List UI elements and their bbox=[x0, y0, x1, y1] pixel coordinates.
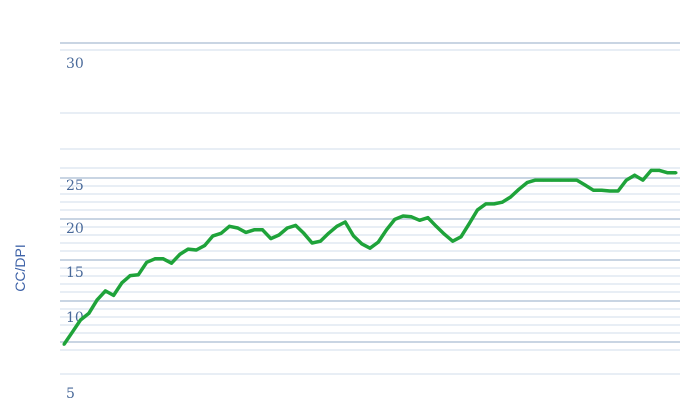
data-point bbox=[401, 214, 405, 218]
data-point bbox=[624, 178, 628, 182]
data-point bbox=[409, 215, 413, 219]
data-point bbox=[227, 224, 231, 228]
data-point bbox=[674, 171, 678, 175]
data-point bbox=[649, 168, 653, 172]
data-point bbox=[426, 216, 430, 220]
data-point bbox=[112, 293, 116, 297]
data-point bbox=[376, 240, 380, 244]
data-point bbox=[178, 252, 182, 256]
data-point bbox=[608, 189, 612, 193]
series-line bbox=[62, 168, 676, 346]
data-point bbox=[575, 178, 579, 182]
y-tick-label: 15 bbox=[66, 265, 84, 281]
data-point bbox=[517, 187, 521, 191]
data-point bbox=[657, 168, 661, 172]
data-point bbox=[566, 178, 570, 182]
data-point bbox=[335, 224, 339, 228]
data-point bbox=[616, 189, 620, 193]
data-point bbox=[492, 202, 496, 206]
gridlines bbox=[60, 42, 680, 375]
data-point bbox=[459, 235, 463, 239]
data-point bbox=[467, 222, 471, 226]
data-point bbox=[211, 234, 215, 238]
data-point bbox=[550, 178, 554, 182]
data-point bbox=[219, 231, 223, 235]
data-point bbox=[583, 183, 587, 187]
data-point bbox=[484, 202, 488, 206]
data-point bbox=[285, 226, 289, 230]
data-point bbox=[542, 178, 546, 182]
data-point bbox=[434, 224, 438, 228]
y-tick-label: 30 bbox=[66, 56, 84, 72]
data-point bbox=[170, 261, 174, 265]
data-point bbox=[145, 260, 149, 264]
data-point bbox=[476, 208, 480, 212]
data-point bbox=[509, 195, 513, 199]
data-point bbox=[136, 273, 140, 277]
data-point bbox=[70, 330, 74, 334]
data-point bbox=[666, 171, 670, 175]
data-point bbox=[633, 173, 637, 177]
data-point bbox=[252, 228, 256, 232]
data-point bbox=[310, 241, 314, 245]
data-point bbox=[95, 298, 99, 302]
data-point bbox=[591, 188, 595, 192]
series-layer bbox=[62, 168, 678, 346]
data-point bbox=[294, 223, 298, 227]
data-point bbox=[62, 342, 66, 346]
data-point bbox=[87, 311, 91, 315]
data-point bbox=[244, 230, 248, 234]
y-tick-label: 20 bbox=[66, 221, 84, 237]
data-point bbox=[79, 318, 83, 322]
data-point bbox=[442, 232, 446, 236]
data-point bbox=[103, 289, 107, 293]
data-point bbox=[318, 239, 322, 243]
data-point bbox=[327, 231, 331, 235]
data-point bbox=[302, 231, 306, 235]
data-point bbox=[600, 188, 604, 192]
data-point bbox=[128, 274, 132, 278]
data-point bbox=[451, 239, 455, 243]
data-point bbox=[525, 181, 529, 185]
y-tick-label: 5 bbox=[66, 386, 75, 402]
data-point bbox=[418, 218, 422, 222]
data-point bbox=[393, 217, 397, 221]
data-point bbox=[186, 247, 190, 251]
data-point bbox=[641, 178, 645, 182]
data-point bbox=[236, 226, 240, 230]
data-point bbox=[500, 200, 504, 204]
data-point bbox=[161, 257, 165, 261]
data-point bbox=[203, 244, 207, 248]
data-point bbox=[194, 248, 198, 252]
data-point bbox=[343, 220, 347, 224]
data-point bbox=[360, 242, 364, 246]
data-point bbox=[153, 257, 157, 261]
data-point bbox=[269, 237, 273, 241]
data-point bbox=[385, 228, 389, 232]
data-point bbox=[558, 178, 562, 182]
y-tick-label: 25 bbox=[66, 178, 84, 194]
data-point bbox=[533, 178, 537, 182]
data-point bbox=[277, 233, 281, 237]
data-point bbox=[260, 228, 264, 232]
data-point bbox=[120, 281, 124, 285]
data-point bbox=[351, 234, 355, 238]
y-axis-label: CC/DPI bbox=[12, 244, 28, 291]
data-point bbox=[368, 246, 372, 250]
